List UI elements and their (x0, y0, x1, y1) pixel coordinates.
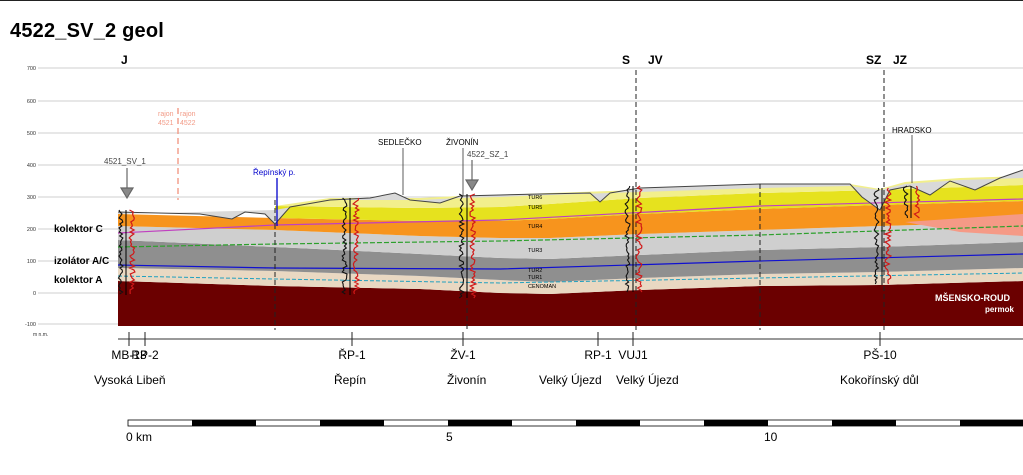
well-log-resistivity (634, 185, 644, 293)
arrow-sz1-head (464, 179, 480, 192)
well-log-gamma (458, 193, 466, 299)
orientation-label: JV (648, 53, 663, 67)
horizon-cyan (117, 272, 1023, 284)
orientation-label: JZ (893, 53, 907, 67)
unit-label: TUR3 (528, 248, 542, 254)
stream-label: Řepínský p. (253, 168, 295, 177)
unit-label: TUR4 (528, 224, 542, 230)
well-log-resistivity (351, 197, 361, 295)
scale-bar-segment (960, 420, 1023, 426)
top-border (0, 0, 1023, 1)
well-log-resistivity (913, 185, 921, 219)
y-tick-label: 300 (27, 195, 36, 201)
marker-arrows (119, 160, 480, 200)
cenoman-layer (118, 268, 1023, 294)
scale-bar-segment (832, 420, 896, 426)
place-label: HRADSKO (892, 126, 932, 135)
well-code: RP-2 (131, 348, 159, 362)
y-tick-label: 600 (27, 99, 36, 105)
well-name: Velký Újezd (539, 372, 602, 387)
scale-bar-segment (448, 420, 512, 426)
well-log-resistivity (883, 187, 893, 285)
leader-lines (402, 135, 913, 196)
well-logs (117, 185, 921, 299)
well-ticks (128, 332, 881, 346)
well-code: MB-13 (111, 348, 147, 362)
y-tick-label: -100 (25, 322, 36, 328)
basement-label: permok (985, 305, 1014, 314)
orientation-label: S (622, 53, 630, 67)
y-tick-label: 700 (27, 66, 36, 72)
y-tick-label: 500 (27, 131, 36, 137)
unit-label: TUR5 (528, 205, 542, 211)
scale-bar-label: 5 (446, 430, 453, 444)
salmon-lens (905, 214, 1023, 236)
well-log-gamma (873, 187, 880, 285)
scale-bar (127, 419, 1023, 427)
well-code: ŽV-1 (450, 347, 476, 362)
y-tick-label: 200 (27, 227, 36, 233)
collector-label: izolátor A/C (54, 256, 109, 267)
well-code: RP-1 (584, 348, 612, 362)
raion-right-label: rajon (180, 111, 196, 118)
unit-label: TUR1 (528, 275, 542, 281)
basement-layer (118, 281, 1023, 326)
horizon-green (117, 225, 1023, 248)
raion-left-label: 4521 (158, 120, 174, 127)
place-label: ŽIVONÍN (446, 138, 479, 147)
tur-lower-layer (118, 240, 1023, 282)
marker-label: 4521_SV_1 (104, 157, 146, 166)
orientation-label: J (121, 53, 128, 67)
scale-bar-segment (320, 420, 384, 426)
scale-bar-segment (576, 420, 640, 426)
basement-label: MŠENSKO-ROUD (935, 292, 1011, 303)
well-name: Živonín (447, 372, 486, 387)
scale-bar-label: 10 (764, 430, 778, 444)
raion-right-label: 4522 (180, 120, 196, 127)
well-code: ŘP-1 (338, 347, 366, 362)
marker-label: 4522_SZ_1 (467, 150, 509, 159)
well-code: VUJ1 (618, 348, 648, 362)
horizon-lines (117, 198, 1023, 284)
well-name: Kokořínský důl (840, 373, 919, 387)
tur6-layer (275, 176, 1023, 208)
scale-bar-frame (127, 419, 1023, 427)
scale-bar-label: 0 km (126, 430, 152, 444)
y-tick-label: 400 (27, 163, 36, 169)
scale-bar-segment (704, 420, 768, 426)
y-tick-label: 100 (27, 259, 36, 265)
geology-layers (118, 170, 1023, 326)
diagram-title: 4522_SV_2 geol (10, 20, 165, 42)
raion-left-label: rajon (158, 111, 174, 118)
collector-label: kolektor A (54, 275, 103, 286)
arrow-sv1-head (119, 187, 135, 200)
unit-label: TUR6 (528, 195, 542, 201)
horizon-blue (117, 253, 1023, 270)
unit-label: CENOMAN (528, 284, 556, 290)
well-log-resistivity (468, 193, 478, 299)
y-axis-unit: m n.m. (33, 332, 48, 338)
collector-label: kolektor C (54, 224, 103, 235)
well-name: Řepín (334, 372, 366, 387)
well-log-gamma (117, 209, 124, 295)
horizon-magenta (117, 198, 1023, 234)
well-name: Vysoká Libeň (94, 373, 166, 387)
scale-bar-segment (192, 420, 256, 426)
y-tick-label: 0 (33, 291, 36, 297)
tur5-layer (275, 185, 1023, 221)
unit-label: TUR2 (528, 268, 542, 274)
orientation-label: SZ (866, 53, 881, 67)
well-name: Velký Újezd (616, 372, 679, 387)
well-log-gamma (341, 197, 348, 295)
well-log-gamma (624, 185, 631, 293)
well-log-resistivity (128, 209, 136, 295)
well-code: PŠ-10 (863, 347, 897, 362)
well-log-gamma (902, 185, 909, 219)
place-label: SEDLEČKO (378, 138, 422, 147)
